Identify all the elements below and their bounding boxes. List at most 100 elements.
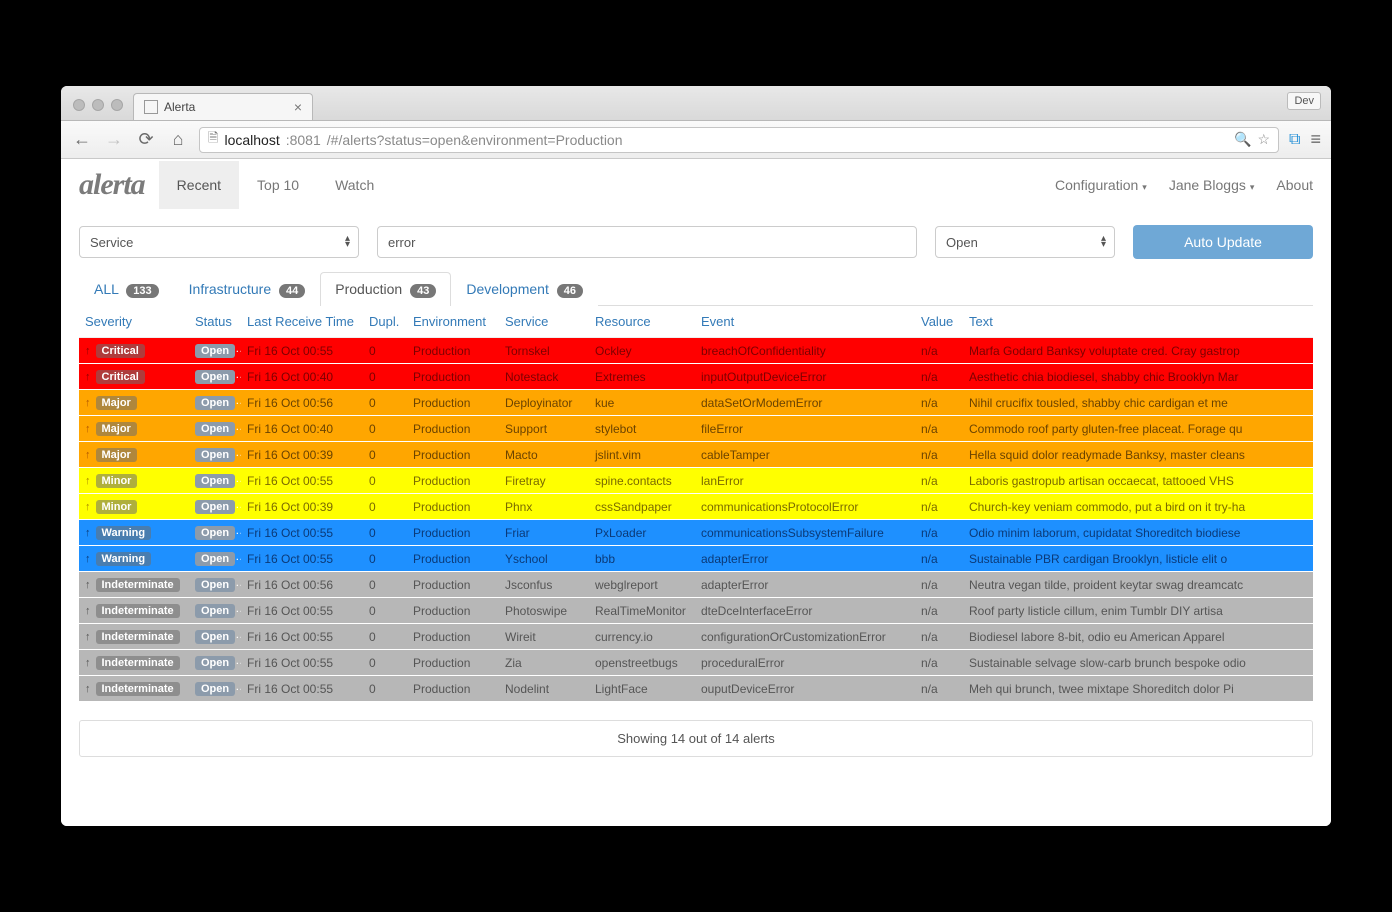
env-tab-label: Development [466, 281, 552, 297]
cell-environment: Production [407, 494, 499, 520]
cell-dupl: 0 [363, 546, 407, 572]
cell-status: Open [189, 520, 241, 546]
env-tab-production[interactable]: Production 43 [320, 272, 451, 306]
close-tab-icon[interactable]: × [294, 99, 302, 115]
nav-item-top-10[interactable]: Top 10 [239, 161, 317, 209]
cell-event: communicationsSubsystemFailure [695, 520, 915, 546]
service-select[interactable]: Service ▴▾ [79, 226, 359, 258]
severity-arrow-icon: ↑ [85, 657, 91, 669]
cell-last-receive-time: Fri 16 Oct 00:40 [241, 364, 363, 390]
nav-user[interactable]: Jane Bloggs▾ [1169, 177, 1255, 193]
severity-badge: Warning [96, 526, 152, 540]
col-text[interactable]: Text [963, 306, 1313, 338]
status-badge: Open [195, 474, 235, 488]
cell-status: Open [189, 572, 241, 598]
search-input[interactable] [377, 226, 917, 258]
col-last-receive-time[interactable]: Last Receive Time [241, 306, 363, 338]
minimize-window-icon[interactable] [92, 99, 104, 111]
env-tab-infrastructure[interactable]: Infrastructure 44 [174, 272, 321, 306]
cell-value: n/a [915, 468, 963, 494]
address-bar[interactable]: 🗎 localhost:8081/#/alerts?status=open&en… [199, 127, 1279, 153]
cell-last-receive-time: Fri 16 Oct 00:55 [241, 624, 363, 650]
severity-badge: Minor [96, 500, 138, 514]
cell-dupl: 0 [363, 364, 407, 390]
results-footer: Showing 14 out of 14 alerts [79, 720, 1313, 757]
cell-dupl: 0 [363, 416, 407, 442]
table-row[interactable]: ↑IndeterminateOpenFri 16 Oct 00:550Produ… [79, 676, 1313, 702]
table-row[interactable]: ↑IndeterminateOpenFri 16 Oct 00:550Produ… [79, 598, 1313, 624]
extension-icon[interactable]: ⧉ [1289, 131, 1300, 149]
table-row[interactable]: ↑CriticalOpenFri 16 Oct 00:400Production… [79, 364, 1313, 390]
forward-button[interactable]: → [103, 129, 125, 150]
cell-last-receive-time: Fri 16 Oct 00:56 [241, 390, 363, 416]
browser-tab[interactable]: Alerta × [133, 93, 313, 120]
cell-text: Sustainable selvage slow-carb brunch bes… [963, 650, 1313, 676]
nav-item-watch[interactable]: Watch [317, 161, 392, 209]
col-event[interactable]: Event [695, 306, 915, 338]
col-environment[interactable]: Environment [407, 306, 499, 338]
table-row[interactable]: ↑WarningOpenFri 16 Oct 00:550ProductionF… [79, 520, 1313, 546]
brand-logo[interactable]: alerta [79, 168, 159, 202]
status-badge: Open [195, 396, 235, 410]
page-info-icon[interactable]: 🗎 [208, 129, 218, 151]
table-row[interactable]: ↑MinorOpenFri 16 Oct 00:550ProductionFir… [79, 468, 1313, 494]
cell-environment: Production [407, 572, 499, 598]
cell-severity: ↑Warning [79, 546, 189, 572]
col-severity[interactable]: Severity [79, 306, 189, 338]
cell-environment: Production [407, 520, 499, 546]
home-button[interactable]: ⌂ [167, 129, 189, 150]
table-row[interactable]: ↑IndeterminateOpenFri 16 Oct 00:560Produ… [79, 572, 1313, 598]
search-icon[interactable]: 🔍 [1234, 131, 1251, 148]
env-tab-development[interactable]: Development 46 [451, 272, 598, 306]
cell-value: n/a [915, 546, 963, 572]
severity-arrow-icon: ↑ [85, 345, 91, 357]
close-window-icon[interactable] [73, 99, 85, 111]
cell-resource: PxLoader [589, 520, 695, 546]
table-row[interactable]: ↑MinorOpenFri 16 Oct 00:390ProductionPhn… [79, 494, 1313, 520]
status-select[interactable]: Open ▴▾ [935, 226, 1115, 258]
table-row[interactable]: ↑MajorOpenFri 16 Oct 00:390ProductionMac… [79, 442, 1313, 468]
table-row[interactable]: ↑MajorOpenFri 16 Oct 00:400ProductionSup… [79, 416, 1313, 442]
maximize-window-icon[interactable] [111, 99, 123, 111]
table-row[interactable]: ↑MajorOpenFri 16 Oct 00:560ProductionDep… [79, 390, 1313, 416]
window-controls[interactable] [69, 99, 129, 120]
cell-text: Hella squid dolor readymade Banksy, mast… [963, 442, 1313, 468]
back-button[interactable]: ← [71, 129, 93, 150]
nav-about[interactable]: About [1276, 177, 1313, 193]
auto-update-button[interactable]: Auto Update [1133, 225, 1313, 259]
table-row[interactable]: ↑WarningOpenFri 16 Oct 00:550ProductionY… [79, 546, 1313, 572]
browser-tabbar: Alerta × Dev [61, 86, 1331, 121]
table-row[interactable]: ↑CriticalOpenFri 16 Oct 00:550Production… [79, 338, 1313, 364]
table-row[interactable]: ↑IndeterminateOpenFri 16 Oct 00:550Produ… [79, 650, 1313, 676]
count-badge: 46 [557, 284, 583, 298]
reload-button[interactable]: ⟳ [135, 129, 157, 150]
col-service[interactable]: Service [499, 306, 589, 338]
env-tab-all[interactable]: ALL 133 [79, 272, 174, 306]
nav-item-recent[interactable]: Recent [159, 161, 239, 209]
col-dupl-[interactable]: Dupl. [363, 306, 407, 338]
env-tab-label: Infrastructure [189, 281, 275, 297]
desktop: Alerta × Dev ← → ⟳ ⌂ 🗎 localhost:8081/#/… [0, 0, 1392, 912]
cell-dupl: 0 [363, 442, 407, 468]
col-resource[interactable]: Resource [589, 306, 695, 338]
cell-severity: ↑Minor [79, 494, 189, 520]
nav-configuration[interactable]: Configuration▾ [1055, 177, 1147, 193]
severity-badge: Major [96, 448, 137, 462]
severity-arrow-icon: ↑ [85, 423, 91, 435]
cell-dupl: 0 [363, 390, 407, 416]
dev-mode-badge[interactable]: Dev [1287, 92, 1321, 110]
cell-value: n/a [915, 442, 963, 468]
col-value[interactable]: Value [915, 306, 963, 338]
col-status[interactable]: Status [189, 306, 241, 338]
cell-last-receive-time: Fri 16 Oct 00:39 [241, 442, 363, 468]
status-badge: Open [195, 370, 235, 384]
cell-event: breachOfConfidentiality [695, 338, 915, 364]
cell-event: adapterError [695, 546, 915, 572]
severity-arrow-icon: ↑ [85, 683, 91, 695]
cell-severity: ↑Indeterminate [79, 598, 189, 624]
bookmark-icon[interactable]: ☆ [1257, 131, 1270, 148]
browser-menu-icon[interactable]: ≡ [1310, 129, 1321, 150]
cell-event: configurationOrCustomizationError [695, 624, 915, 650]
status-badge: Open [195, 682, 235, 696]
table-row[interactable]: ↑IndeterminateOpenFri 16 Oct 00:550Produ… [79, 624, 1313, 650]
